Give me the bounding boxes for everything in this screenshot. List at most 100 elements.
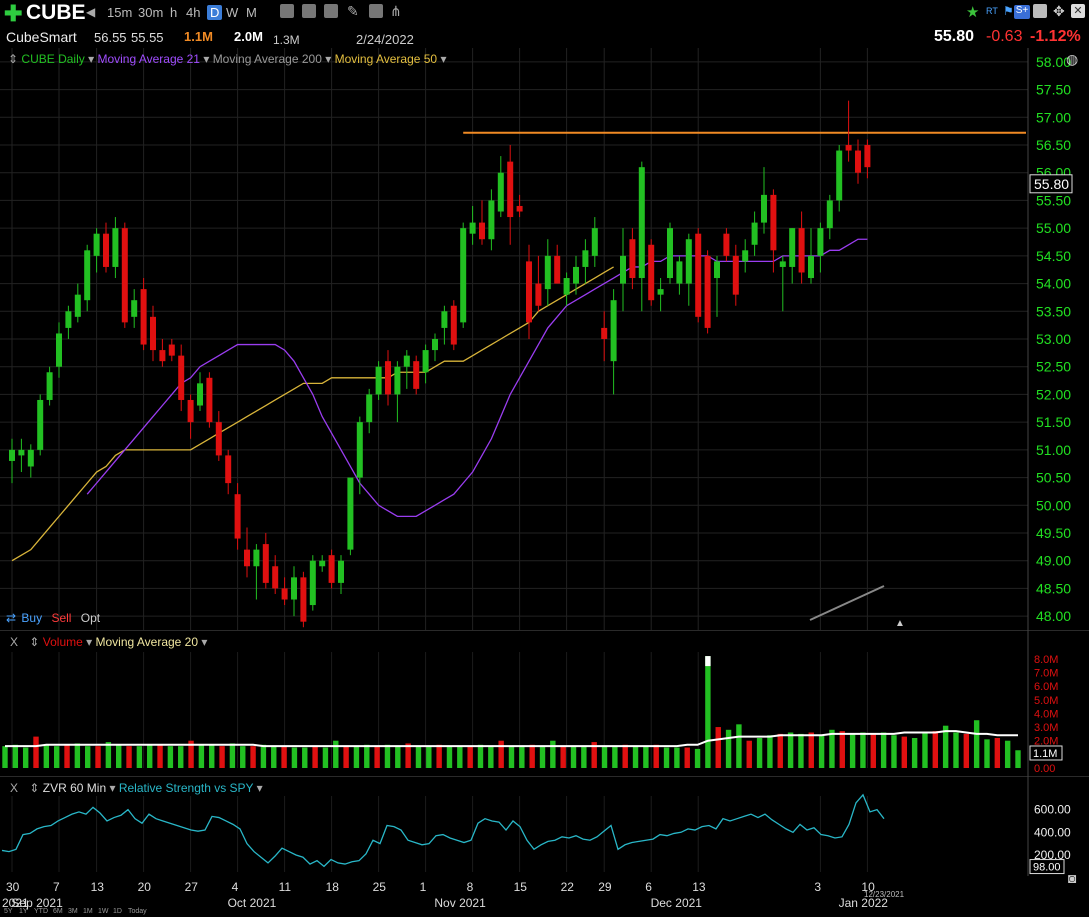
share-icon[interactable]: ⋔ — [390, 3, 402, 19]
volume-sort-icon[interactable]: ⇕ — [29, 635, 40, 649]
s-plus-icon[interactable]: S+ — [1014, 5, 1030, 19]
candle-body — [742, 250, 749, 262]
save-icon[interactable] — [1033, 4, 1047, 18]
volume-today: 1.1M — [184, 29, 213, 44]
add-symbol-icon[interactable]: ✚ — [4, 1, 23, 26]
candle-body — [356, 422, 363, 478]
candle — [516, 194, 523, 218]
time-axis[interactable]: 30 7 13 20 27 4 11 18 25 1 8 15 22 29 6 13 3 10 2021 Sep 20… — [0, 870, 1089, 917]
volume-last-box — [1029, 745, 1063, 761]
timeframe-30m[interactable]: 30m — [138, 5, 164, 20]
range-button-5Y[interactable]: 5Y — [4, 908, 13, 915]
candle-body — [103, 233, 109, 267]
close-icon[interactable]: ✕ — [1071, 4, 1085, 18]
speaker-icon[interactable]: ◀ — [86, 5, 96, 19]
legend-rs[interactable]: Relative Strength vs SPY — [118, 781, 254, 795]
candle-body — [432, 339, 438, 351]
volume-bar — [725, 729, 732, 768]
timeframe-h[interactable]: h — [170, 5, 178, 20]
legend-series[interactable]: CUBE Daily — [21, 52, 85, 66]
options-button[interactable]: Opt — [80, 611, 101, 625]
timeframe-4h[interactable]: 4h — [186, 5, 201, 20]
x-tick-label: 13 — [692, 880, 706, 894]
candle — [629, 228, 636, 290]
favorite-star-icon[interactable]: ★ — [966, 4, 980, 21]
resize-icon[interactable]: ✥ — [1053, 3, 1065, 19]
price-tick-label: 54.50 — [1036, 248, 1071, 264]
legend-zvr[interactable]: ZVR 60 Min — [42, 781, 107, 795]
volume-bar — [33, 736, 39, 768]
range-button-1D[interactable]: 1D — [113, 908, 122, 915]
candle — [742, 239, 749, 273]
candle — [168, 339, 175, 362]
candle — [46, 366, 53, 406]
flag-icon[interactable]: ⚑ — [1003, 4, 1014, 18]
tick-chart-icon[interactable] — [280, 4, 294, 18]
candle — [413, 355, 420, 395]
candle-body — [206, 377, 213, 423]
volume-bar — [746, 740, 752, 768]
volume-bar — [498, 740, 504, 768]
legend-ma21[interactable]: Moving Average 21 — [97, 52, 200, 66]
candle-body — [704, 255, 711, 328]
candle-body — [817, 228, 824, 256]
volume-bar — [674, 747, 680, 768]
snapshot-icon[interactable]: ◙ — [1068, 870, 1077, 886]
candle — [187, 394, 194, 439]
pencil-icon[interactable]: ✎ — [347, 3, 359, 19]
range-button-Today[interactable]: Today — [128, 908, 147, 915]
compare-icon[interactable] — [302, 4, 316, 18]
trade-buttons: ⇄ Buy Sell Opt — [6, 611, 100, 625]
volume-bar — [550, 740, 556, 768]
candle — [347, 477, 354, 556]
symbol-title[interactable]: CUBE — [26, 1, 86, 24]
range-button-YTD[interactable]: YTD — [34, 908, 48, 915]
candle — [93, 228, 100, 273]
candle-body — [667, 228, 673, 279]
range-button-1Y[interactable]: 1Y — [19, 908, 28, 915]
timeframe-D[interactable]: D — [207, 5, 223, 20]
range-button-6M[interactable]: 6M — [53, 908, 63, 915]
volume-bar — [684, 747, 690, 768]
candle — [432, 333, 438, 362]
rs-close-button[interactable]: X — [10, 781, 19, 795]
timeframe-15m[interactable]: 15m — [107, 5, 133, 20]
volume-bar — [705, 656, 711, 768]
legend-ma50[interactable]: Moving Average 50 — [334, 52, 438, 66]
candle-body — [573, 266, 579, 284]
sell-button[interactable]: Sell — [51, 611, 72, 625]
sort-icon[interactable]: ⇕ — [8, 52, 19, 66]
candle-body — [328, 555, 335, 583]
calculator-icon[interactable] — [324, 4, 338, 18]
candle-body — [629, 239, 636, 279]
candle-body — [394, 366, 401, 395]
legend-volume-ma[interactable]: Moving Average 20 — [95, 635, 199, 649]
range-button-1W[interactable]: 1W — [98, 908, 109, 915]
candle — [56, 322, 62, 378]
candle-body — [244, 549, 250, 567]
relative-strength-chart[interactable]: 200.00 400.00 600.00 98.00 — [0, 776, 1089, 917]
legend-ma200[interactable]: Moving Average 200 — [212, 52, 322, 66]
volume-close-button[interactable]: X — [10, 635, 19, 649]
rs-sort-icon[interactable]: ⇕ — [29, 781, 40, 795]
buy-button[interactable]: Buy — [21, 611, 43, 625]
legend-volume[interactable]: Volume — [42, 635, 83, 649]
timeframe-M[interactable]: M — [246, 5, 257, 20]
trade-icon[interactable]: ⇄ — [6, 611, 17, 625]
candle — [422, 344, 429, 384]
volume-chart[interactable]: 0.001.0M2.0M3.0M4.0M5.0M6.0M7.0M8.0M1.1M — [0, 630, 1089, 776]
candle-body — [18, 449, 25, 456]
volume-bar — [426, 746, 432, 768]
candle-body — [864, 145, 871, 168]
price-chart[interactable]: 48.00 48.50 49.00 49.50 50.00 50.50 51.00 51.50… — [0, 48, 1089, 630]
range-button-1M[interactable]: 1M — [83, 908, 93, 915]
timeframe-W[interactable]: W — [226, 5, 239, 20]
candle-body — [272, 566, 279, 589]
candle — [638, 161, 645, 312]
template-icon[interactable] — [369, 4, 383, 18]
candle-body — [563, 278, 570, 295]
volume-bar — [312, 746, 318, 768]
range-button-3M[interactable]: 3M — [68, 908, 78, 915]
realtime-icon[interactable]: RT — [986, 6, 998, 16]
volume-bar — [777, 733, 783, 768]
